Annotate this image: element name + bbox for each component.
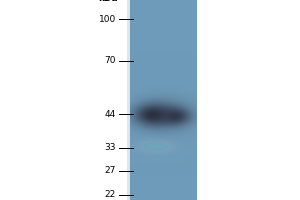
Text: 44: 44: [105, 110, 116, 119]
Text: 22: 22: [105, 190, 116, 199]
Text: 70: 70: [104, 56, 116, 65]
Text: kDa: kDa: [98, 0, 118, 3]
Text: 27: 27: [105, 166, 116, 175]
Text: 33: 33: [104, 143, 116, 152]
Text: 100: 100: [99, 15, 116, 24]
